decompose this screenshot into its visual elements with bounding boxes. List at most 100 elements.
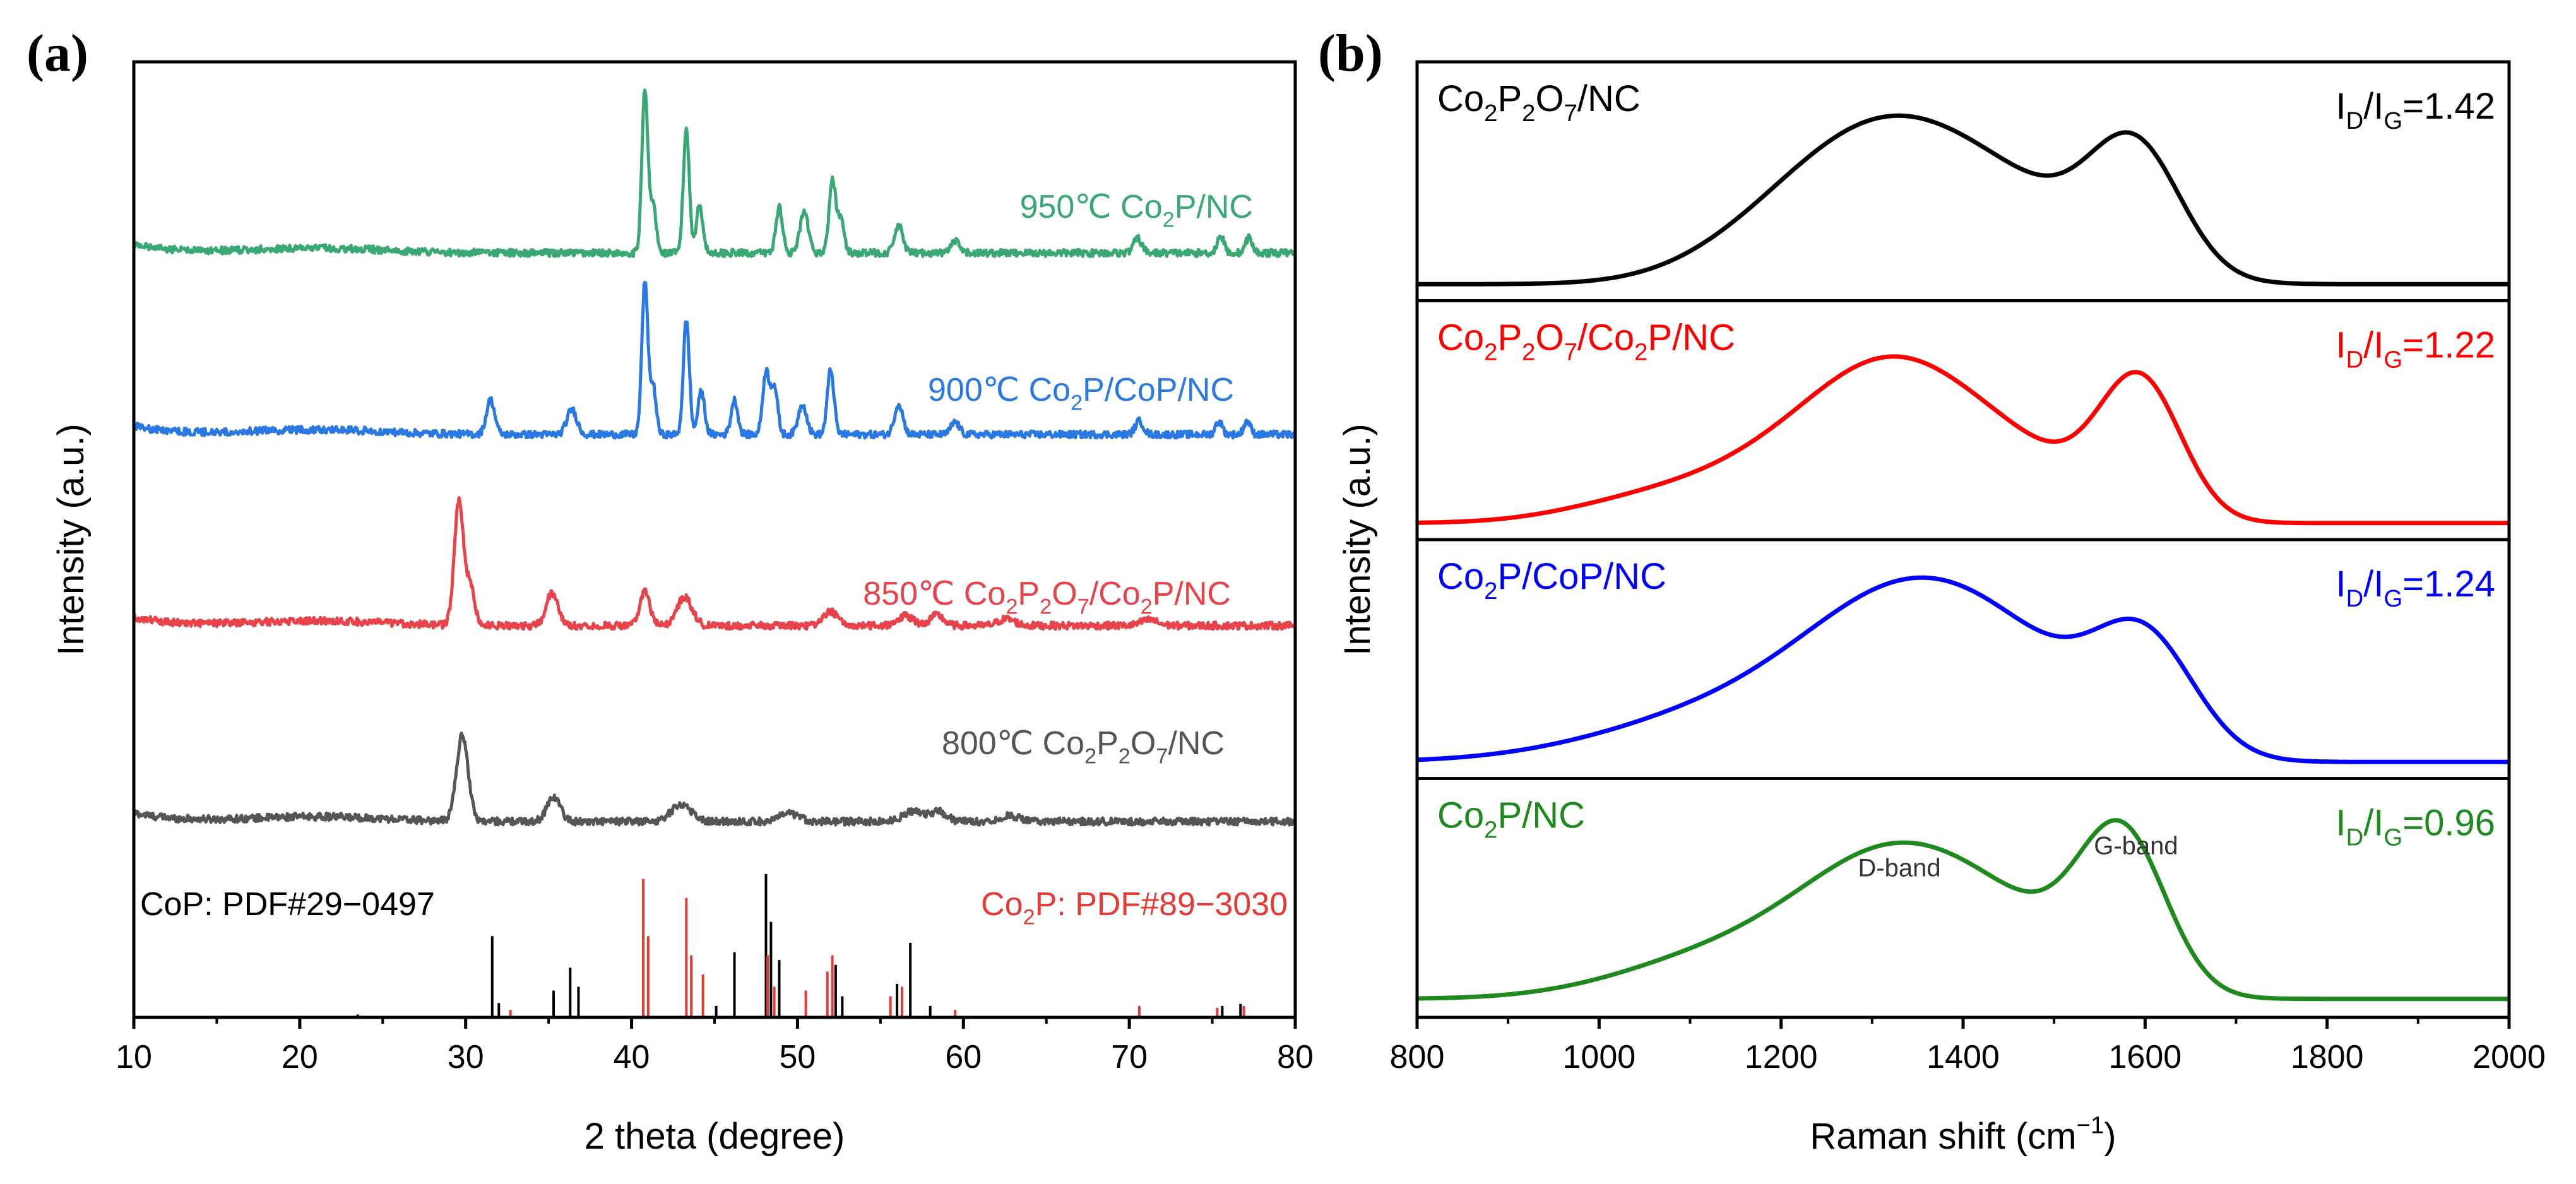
sample-label-0-part: /NC <box>1577 78 1641 119</box>
intensity-ratio-3-part: /I <box>2363 803 2383 844</box>
d-band-annotation: D-band <box>1858 855 1940 882</box>
x-tick-label: 800 <box>1390 1039 1445 1075</box>
series-label-2-part: 900℃ Co <box>928 372 1071 408</box>
intensity-ratio-2-part: =1.24 <box>2402 564 2495 605</box>
panel-a-xrd: (a)CoP: PDF#29−0497 Co2P: PDF#89−3030800℃… <box>27 24 1314 1157</box>
sample-label-3-part: Co <box>1437 795 1484 836</box>
sample-label-1-part: O <box>1535 317 1564 358</box>
raman-curve-1 <box>1416 354 2510 526</box>
raman-curve-0 <box>1416 113 2510 287</box>
x-tick-label: 1200 <box>1745 1039 1818 1075</box>
intensity-ratio-0-part: D <box>2346 107 2364 134</box>
x-tick-label: 1400 <box>1926 1039 2000 1075</box>
reference-pattern-0 <box>356 873 1242 1017</box>
intensity-ratio-0-part: /I <box>2363 86 2383 127</box>
series-label-0-part: 2 <box>1119 745 1131 769</box>
x-tick-label: 1600 <box>2108 1039 2181 1075</box>
series-label-3-part: P/NC <box>1175 189 1253 225</box>
panel-label-b: (b) <box>1318 24 1383 83</box>
series-label-3: 950℃ Co2P/NC <box>1020 189 1253 232</box>
xrd-curve-2 <box>132 281 1297 440</box>
x-tick-label: 50 <box>780 1039 816 1075</box>
sample-label-0-part: 2 <box>1522 100 1535 127</box>
intensity-ratio-3-part: =0.96 <box>2402 803 2495 844</box>
intensity-ratio-1-part: =1.22 <box>2402 325 2495 366</box>
sample-label-1-part: P/NC <box>1647 317 1735 358</box>
y-axis-label-a: Intensity (a.u.) <box>50 423 92 655</box>
series-label-3-part: 2 <box>1163 208 1175 232</box>
series-label-1-part: P <box>1018 576 1040 612</box>
intensity-ratio-1-part: G <box>2383 346 2402 374</box>
series-label-0-part: P <box>1096 725 1119 762</box>
intensity-ratio-2: ID/IG=1.24 <box>2336 564 2495 612</box>
raman-curve-3 <box>1416 818 2510 1002</box>
intensity-ratio-3-part: G <box>2383 824 2402 851</box>
series-label-0: 800℃ Co2P2O7/NC <box>942 725 1225 769</box>
raman-subplot-3: Co2P/NC ID/IG=0.96 D-band G-band <box>1415 777 2511 1019</box>
x-tick-label: 2000 <box>2472 1039 2546 1075</box>
sample-label-0-part: Co <box>1437 78 1484 119</box>
intensity-ratio-3: ID/IG=0.96 <box>2336 803 2495 851</box>
raman-subplot-2: Co2P/CoP/NC ID/IG=1.24 <box>1415 538 2511 780</box>
series-label-2-part: 2 <box>1071 391 1083 415</box>
reference-label-co2p: Co2P: PDF#89−3030 <box>981 886 1288 930</box>
intensity-ratio-2-part: /I <box>2363 564 2383 605</box>
intensity-ratio-0-part: =1.42 <box>2402 86 2495 127</box>
series-label-3-part: 950℃ Co <box>1020 189 1163 225</box>
reference-label-co2p-part: 2 <box>1023 906 1035 930</box>
series-label-0-part: /NC <box>1168 725 1225 762</box>
sample-label-0-part: 2 <box>1484 100 1497 127</box>
x-tick-label: 10 <box>116 1039 152 1075</box>
sample-label-1-part: Co <box>1437 317 1484 358</box>
x-tick-label: 1800 <box>2291 1039 2364 1075</box>
series-label-0-part: O <box>1131 725 1156 762</box>
intensity-ratio-0-part: I <box>2336 86 2346 127</box>
raman-curve-2 <box>1416 575 2510 764</box>
sample-label-0-part: 7 <box>1564 100 1577 127</box>
series-label-2: 900℃ Co2P/CoP/NC <box>928 372 1234 415</box>
x-axis-label-b: Raman shift (cm−1) <box>1810 1112 2116 1157</box>
sample-label-1-part: 2 <box>1522 339 1535 366</box>
intensity-ratio-1-part: /I <box>2363 325 2383 366</box>
g-band-annotation: G-band <box>2094 832 2178 860</box>
sample-label-2-part: Co <box>1437 556 1484 597</box>
sample-label-3: Co2P/NC <box>1437 795 1585 844</box>
series-label-1-part: O <box>1052 576 1077 612</box>
sample-label-2-part: P/CoP/NC <box>1497 556 1666 597</box>
panel-label-a: (a) <box>27 24 88 83</box>
intensity-ratio-1-part: I <box>2336 325 2346 366</box>
reference-label-co2p-part: Co <box>981 886 1023 923</box>
x-tick-label: 30 <box>448 1039 484 1075</box>
intensity-ratio-1-part: D <box>2346 346 2364 374</box>
x-axis-label-a: 2 theta (degree) <box>585 1116 845 1157</box>
series-label-1-part: P/NC <box>1153 576 1231 612</box>
intensity-ratio-0: ID/IG=1.42 <box>2336 86 2495 134</box>
series-label-1-part: 850℃ Co <box>863 576 1006 612</box>
sample-label-1-part: P <box>1497 317 1522 358</box>
reference-label-co2p-part: P: PDF#89−3030 <box>1035 886 1288 923</box>
series-label-1: 850℃ Co2P2O7/Co2P/NC <box>863 576 1231 619</box>
intensity-ratio-0-part: G <box>2383 107 2402 134</box>
x-tick-label: 60 <box>945 1039 982 1075</box>
x-tick-label: 40 <box>614 1039 650 1075</box>
xrd-curve-1 <box>133 496 1297 631</box>
y-axis-label-b: Intensity (a.u.) <box>1337 423 1378 655</box>
xrd-curve-0 <box>132 731 1297 827</box>
sample-label-1-part: 2 <box>1484 339 1497 366</box>
raman-subplot-0: Co2P2O7/NC ID/IG=1.42 <box>1415 60 2511 302</box>
series-label-1-part: 2 <box>1040 595 1052 619</box>
intensity-ratio-3-part: I <box>2336 803 2346 844</box>
sample-label-1-part: 2 <box>1634 339 1647 366</box>
x-tick-label: 20 <box>282 1039 318 1075</box>
series-label-1-part: 2 <box>1006 595 1018 619</box>
x-axis-label-b-part: −1 <box>2077 1112 2104 1139</box>
sample-label-2-part: 2 <box>1484 577 1497 605</box>
x-tick-label: 1000 <box>1562 1039 1635 1075</box>
sample-label-1: Co2P2O7/Co2P/NC <box>1437 317 1735 366</box>
sample-label-0: Co2P2O7/NC <box>1437 78 1641 127</box>
sample-label-0-part: O <box>1535 78 1564 119</box>
sample-label-3-part: 2 <box>1484 817 1497 844</box>
series-label-0-part: 800℃ Co <box>942 725 1084 762</box>
